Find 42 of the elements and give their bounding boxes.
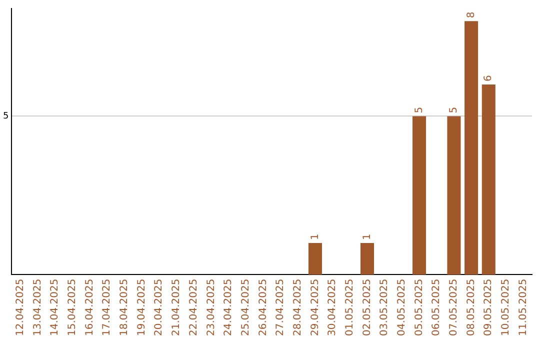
bar	[360, 243, 374, 275]
x-tick-label: 27.04.2025	[275, 278, 286, 336]
bar	[447, 116, 461, 275]
data-label: 5	[448, 106, 460, 114]
bar	[464, 21, 478, 275]
x-tick-label: 30.04.2025	[327, 278, 338, 336]
x-tick-label: 14.04.2025	[50, 278, 61, 336]
x-tick-label: 28.04.2025	[292, 278, 304, 336]
bar	[308, 243, 322, 275]
x-tick-label: 15.04.2025	[67, 278, 78, 336]
x-tick-label: 09.05.2025	[483, 278, 494, 336]
x-tick-label: 22.04.2025	[188, 278, 200, 336]
x-tick-label: 17.04.2025	[102, 278, 113, 336]
data-label: 1	[310, 234, 321, 240]
x-tick-label: 16.04.2025	[84, 278, 96, 336]
x-tick-label: 20.04.2025	[154, 278, 165, 336]
x-tick-label: 08.05.2025	[466, 278, 477, 336]
x-tick-label: 12.04.2025	[14, 278, 26, 336]
bar	[412, 116, 426, 275]
x-tick-label: 03.05.2025	[379, 278, 390, 336]
x-tick-label: 04.05.2025	[396, 278, 408, 336]
data-label: 8	[466, 12, 477, 18]
x-tick-label: 07.05.2025	[448, 278, 460, 336]
x-tick-label: 26.04.2025	[258, 278, 269, 336]
x-tick-label: 24.04.2025	[223, 278, 234, 336]
x-tick-label: 18.04.2025	[119, 278, 130, 336]
x-tick-label: 01.05.2025	[344, 278, 356, 336]
x-tick-label: 19.04.2025	[136, 278, 148, 336]
x-tick-label: 10.05.2025	[500, 278, 512, 336]
data-label: 6	[483, 75, 494, 82]
x-tick-label: 11.05.2025	[518, 278, 529, 336]
x-tick-label: 05.05.2025	[414, 278, 425, 336]
x-tick-label: 13.04.2025	[32, 278, 44, 336]
data-label: 1	[362, 234, 373, 240]
x-tick-label: 02.05.2025	[362, 278, 373, 336]
x-tick-label: 25.04.2025	[240, 278, 252, 336]
x-tick-label: 21.04.2025	[171, 278, 182, 336]
bar	[482, 84, 496, 275]
x-tick-label: 29.04.2025	[310, 278, 321, 336]
x-tick-label: 23.04.2025	[206, 278, 217, 336]
x-tick-label: 06.05.2025	[431, 278, 442, 336]
data-label: 5	[414, 106, 425, 114]
